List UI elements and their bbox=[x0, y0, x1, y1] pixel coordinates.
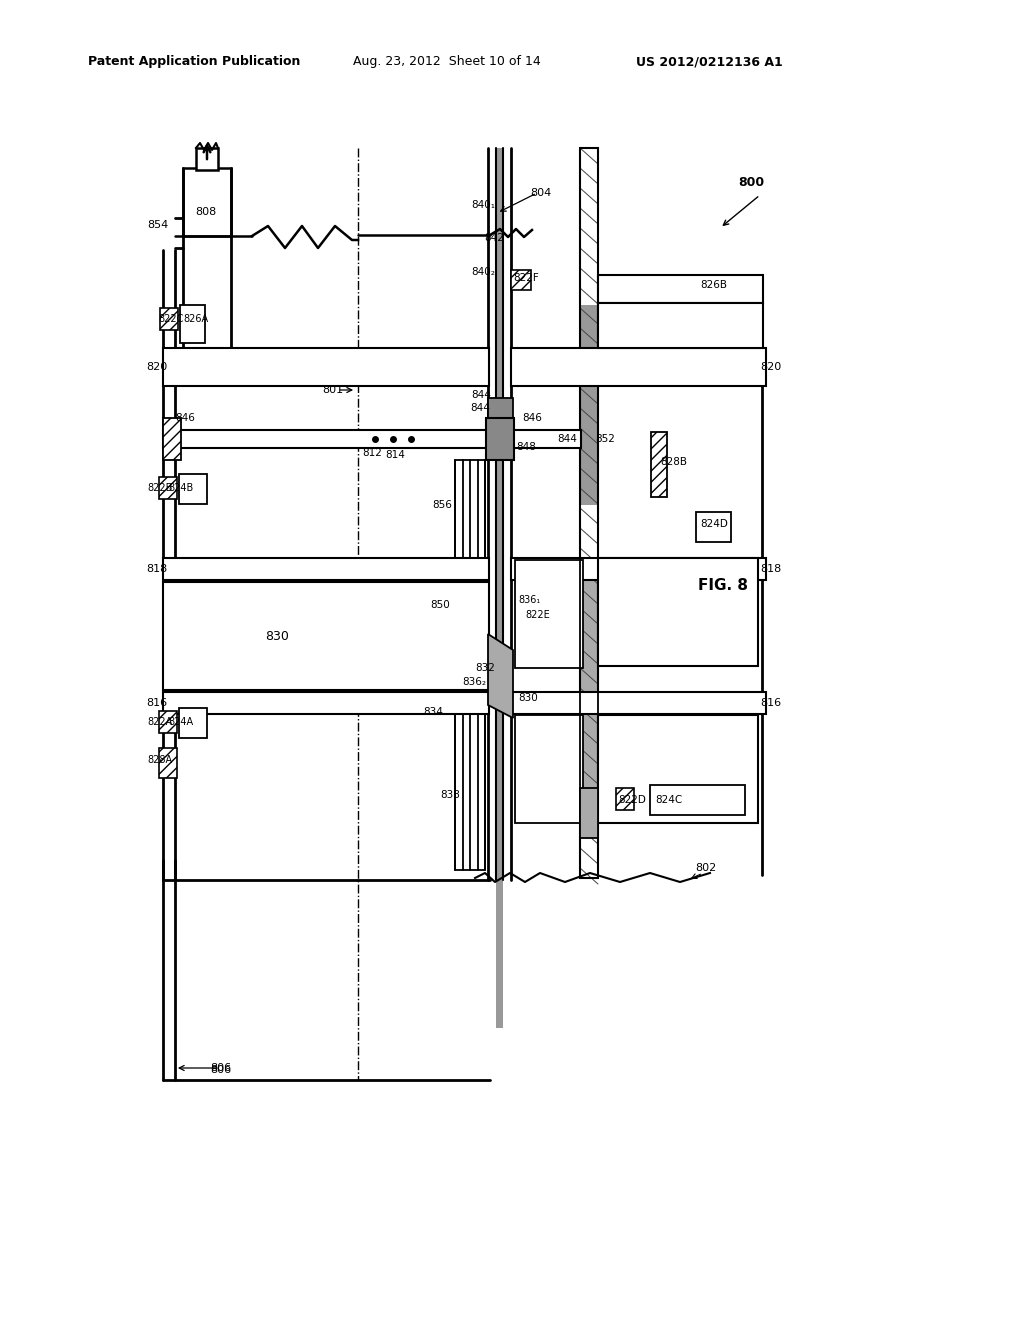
Bar bbox=[163, 582, 489, 690]
Bar bbox=[580, 558, 598, 822]
Bar bbox=[159, 711, 177, 733]
Bar bbox=[515, 560, 583, 668]
Text: 806: 806 bbox=[210, 1063, 231, 1073]
Text: 856: 856 bbox=[432, 500, 452, 510]
Text: 816: 816 bbox=[146, 698, 167, 708]
Bar bbox=[163, 418, 181, 459]
Bar bbox=[598, 558, 758, 667]
Text: 844: 844 bbox=[471, 389, 490, 400]
Bar bbox=[163, 692, 489, 714]
Bar bbox=[696, 512, 731, 543]
Bar bbox=[486, 418, 514, 459]
Text: 850: 850 bbox=[430, 601, 450, 610]
Text: Aug. 23, 2012  Sheet 10 of 14: Aug. 23, 2012 Sheet 10 of 14 bbox=[353, 55, 541, 69]
Bar bbox=[616, 788, 634, 810]
Bar bbox=[511, 348, 766, 385]
Text: 822D: 822D bbox=[618, 795, 646, 805]
Text: US 2012/0212136 A1: US 2012/0212136 A1 bbox=[636, 55, 782, 69]
Bar bbox=[511, 430, 581, 447]
Bar bbox=[179, 474, 207, 504]
Text: 822B: 822B bbox=[147, 483, 172, 492]
Text: 820: 820 bbox=[760, 362, 781, 372]
Bar bbox=[163, 348, 489, 385]
Polygon shape bbox=[488, 634, 513, 718]
Text: 824D: 824D bbox=[700, 519, 728, 529]
Text: 840₂: 840₂ bbox=[471, 267, 495, 277]
Bar bbox=[598, 304, 763, 348]
Bar bbox=[163, 558, 489, 579]
Text: 822A: 822A bbox=[147, 717, 172, 727]
Text: 804: 804 bbox=[530, 187, 551, 198]
Bar bbox=[696, 280, 726, 312]
Bar bbox=[511, 692, 766, 714]
Text: 818: 818 bbox=[760, 564, 781, 574]
Text: 822C: 822C bbox=[158, 314, 183, 323]
Text: 802: 802 bbox=[695, 863, 716, 873]
Text: 846: 846 bbox=[175, 413, 195, 422]
Bar bbox=[580, 305, 598, 506]
Text: 818: 818 bbox=[146, 564, 167, 574]
Bar bbox=[580, 148, 598, 878]
Bar bbox=[598, 275, 763, 304]
Bar bbox=[455, 459, 485, 870]
Text: 801: 801 bbox=[322, 385, 343, 395]
Text: 852: 852 bbox=[595, 434, 614, 444]
Text: 800: 800 bbox=[738, 177, 764, 190]
Text: 822E: 822E bbox=[525, 610, 550, 620]
Text: 824C: 824C bbox=[655, 795, 682, 805]
Text: 826B: 826B bbox=[700, 280, 727, 290]
Text: FIG. 8: FIG. 8 bbox=[698, 578, 748, 593]
Bar bbox=[511, 558, 766, 579]
Bar bbox=[180, 305, 205, 343]
Text: 830: 830 bbox=[265, 630, 289, 643]
Text: 806: 806 bbox=[210, 1065, 231, 1074]
Bar bbox=[580, 558, 598, 822]
Bar bbox=[159, 748, 177, 777]
Text: 854: 854 bbox=[147, 220, 168, 230]
Text: 808: 808 bbox=[195, 207, 216, 216]
Bar bbox=[163, 430, 489, 447]
Bar bbox=[511, 271, 531, 290]
Bar bbox=[515, 715, 583, 822]
Text: 830: 830 bbox=[518, 693, 538, 704]
Bar bbox=[488, 399, 513, 418]
Text: 828B: 828B bbox=[660, 457, 687, 467]
Text: 822F: 822F bbox=[513, 273, 539, 282]
Text: 824A: 824A bbox=[168, 717, 194, 727]
Bar bbox=[580, 788, 598, 838]
Text: 826A: 826A bbox=[183, 314, 208, 323]
Text: 832: 832 bbox=[475, 663, 495, 673]
Text: 824B: 824B bbox=[168, 483, 194, 492]
Text: 844: 844 bbox=[557, 434, 577, 444]
Bar bbox=[179, 708, 207, 738]
Bar bbox=[196, 148, 218, 170]
Bar bbox=[183, 168, 231, 236]
Text: 840₁: 840₁ bbox=[471, 201, 495, 210]
Text: 836₁: 836₁ bbox=[518, 595, 541, 605]
Bar bbox=[598, 715, 758, 822]
Text: 844: 844 bbox=[470, 403, 489, 413]
Text: 842: 842 bbox=[484, 234, 504, 243]
Bar bbox=[650, 785, 745, 814]
Bar bbox=[651, 432, 667, 498]
Text: 836₂: 836₂ bbox=[462, 677, 486, 686]
Text: Patent Application Publication: Patent Application Publication bbox=[88, 55, 300, 69]
Text: 816: 816 bbox=[760, 698, 781, 708]
Text: 812: 812 bbox=[362, 447, 382, 458]
Bar bbox=[160, 308, 178, 330]
Text: 848: 848 bbox=[516, 442, 536, 451]
Text: 846: 846 bbox=[522, 413, 542, 422]
Bar bbox=[159, 477, 177, 499]
Text: 814: 814 bbox=[385, 450, 404, 459]
Text: 828A: 828A bbox=[147, 755, 172, 766]
Text: 834: 834 bbox=[423, 708, 442, 717]
Bar bbox=[496, 148, 503, 1028]
Text: 838: 838 bbox=[440, 789, 460, 800]
Text: 820: 820 bbox=[146, 362, 167, 372]
Bar bbox=[598, 279, 616, 304]
